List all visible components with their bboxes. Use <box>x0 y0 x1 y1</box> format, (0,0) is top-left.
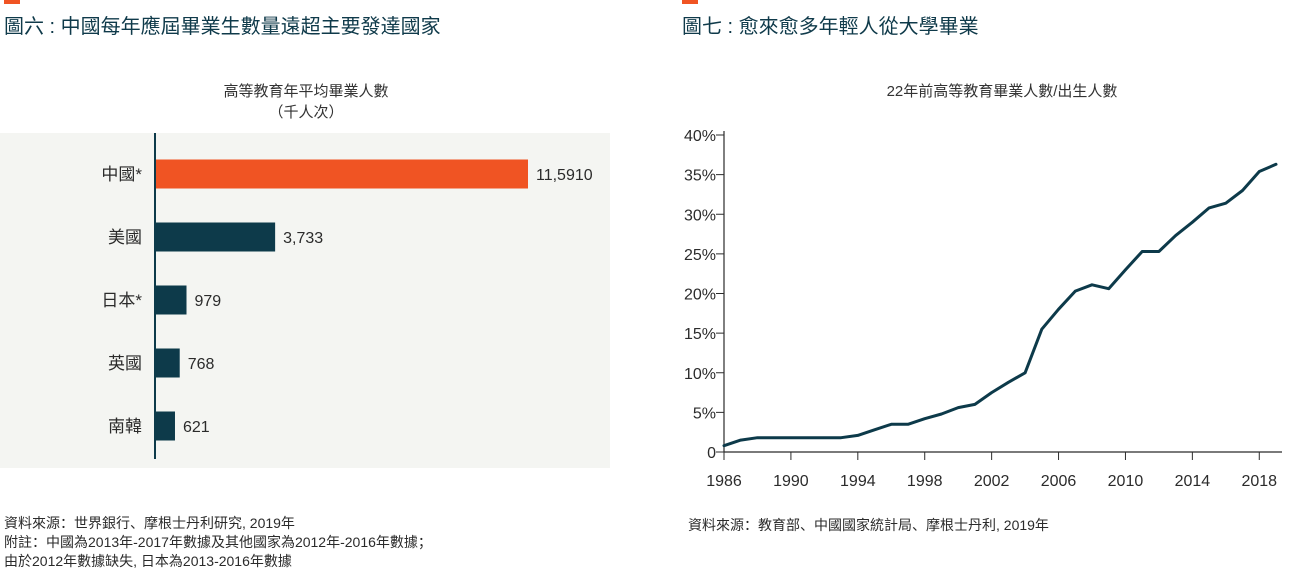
category-label-3: 英國 <box>108 354 142 373</box>
data-point-29 <box>1207 206 1211 210</box>
right-figure-title: 圖七 : 愈來愈多年輕人從大學畢業 <box>682 16 979 38</box>
data-point-14 <box>956 406 960 409</box>
data-point-0 <box>722 444 726 447</box>
data-point-3 <box>772 436 776 439</box>
data-point-13 <box>940 412 943 416</box>
x-tick-label-3: 1998 <box>907 473 943 490</box>
bar-0 <box>155 159 528 189</box>
data-point-9 <box>873 428 876 432</box>
y-tick-label-7: 35% <box>684 168 716 185</box>
y-tick-label-3: 15% <box>684 326 716 343</box>
left-figure-title: 圖六 : 中國每年應屆畢業生數量遠超主要發達國家 <box>4 16 441 38</box>
line-chart: 0 5% 10% 15% 20% 25% 30% 35% 40% 1986 1990 1994 1998… <box>684 128 1282 490</box>
value-label-2: 979 <box>195 293 222 310</box>
data-point-15 <box>973 403 977 406</box>
x-tick-label-2: 1994 <box>840 473 876 490</box>
x-tick-label-5: 2006 <box>1041 473 1077 490</box>
bar-chart: 中國* 11,5910 美國 3,733 日本* 979 英國 768 南韓 621 <box>0 133 610 468</box>
category-label-1: 美國 <box>108 228 142 247</box>
x-tick-label-0: 1986 <box>706 473 742 490</box>
y-tick-label-4: 20% <box>684 287 716 304</box>
data-point-25 <box>1140 250 1144 253</box>
data-point-19 <box>1040 327 1044 331</box>
x-tick-label-1: 1990 <box>773 473 809 490</box>
data-point-8 <box>856 434 860 437</box>
data-point-31 <box>1241 189 1244 192</box>
left-source-line-3: 由於2012年數據缺失, 日本為2013-2016年數據 <box>4 553 292 569</box>
category-label-4: 南韓 <box>108 417 142 436</box>
bar-panel-background <box>0 133 610 468</box>
right-source-line-1: 資料來源：教育部、中國國家統計局、摩根士丹利, 2019年 <box>688 517 1049 533</box>
y-tick-label-6: 30% <box>684 207 716 224</box>
left-title-accent <box>4 0 20 4</box>
data-point-23 <box>1107 287 1110 290</box>
bar-1 <box>155 222 276 252</box>
left-source-note: 資料來源：世界銀行、摩根士丹利研究, 2019年 附註：中國為2013年-201… <box>4 514 432 571</box>
data-point-4 <box>789 436 793 439</box>
left-chart-title-line1: 高等教育年平均畢業人數 <box>223 83 389 100</box>
data-point-26 <box>1157 250 1161 253</box>
x-tick-label-4: 2002 <box>974 473 1010 490</box>
left-chart-title-line2: （千人次） <box>268 104 344 121</box>
right-chart-title: 22年前高等教育畢業人數/出生人數 <box>886 83 1118 100</box>
left-source-line-1: 資料來源：世界銀行、摩根士丹利研究, 2019年 <box>4 515 295 531</box>
series-line <box>722 162 1278 448</box>
value-label-1: 3,733 <box>283 230 323 247</box>
value-label-3: 768 <box>188 356 215 373</box>
data-point-32 <box>1258 170 1261 173</box>
data-point-17 <box>1007 381 1010 384</box>
y-tick-label-5: 25% <box>684 247 716 264</box>
data-point-27 <box>1174 234 1177 237</box>
bar-3 <box>155 348 180 378</box>
bar-4 <box>155 411 175 441</box>
data-point-5 <box>806 436 809 439</box>
data-point-16 <box>990 391 993 394</box>
data-point-33 <box>1274 163 1278 166</box>
data-point-22 <box>1090 283 1094 286</box>
data-point-7 <box>839 436 843 439</box>
data-point-28 <box>1191 220 1194 224</box>
y-tick-label-0: 0 <box>707 445 716 462</box>
category-label-2: 日本* <box>101 291 142 310</box>
data-point-2 <box>756 436 759 439</box>
data-point-30 <box>1224 201 1228 205</box>
x-tick-label-6: 2010 <box>1108 473 1144 490</box>
value-label-4: 621 <box>183 419 210 436</box>
data-point-1 <box>739 438 742 442</box>
y-tick-label-1: 5% <box>693 405 716 422</box>
data-point-20 <box>1057 308 1060 311</box>
data-point-11 <box>906 423 910 426</box>
right-title-accent <box>682 0 698 4</box>
data-point-6 <box>823 436 826 439</box>
y-tick-label-8: 40% <box>684 128 716 145</box>
x-tick-label-8: 2018 <box>1241 473 1277 490</box>
y-tick-label-2: 10% <box>684 366 716 383</box>
data-point-18 <box>1023 371 1027 374</box>
data-point-24 <box>1124 268 1127 271</box>
x-tick-label-7: 2014 <box>1175 473 1211 490</box>
category-label-0: 中國* <box>101 165 142 184</box>
data-point-21 <box>1074 289 1077 293</box>
data-point-10 <box>890 423 893 426</box>
bar-2 <box>155 285 187 315</box>
value-label-0: 11,5910 <box>536 167 593 184</box>
data-point-12 <box>923 417 926 420</box>
right-source-note: 資料來源：教育部、中國國家統計局、摩根士丹利, 2019年 <box>688 516 1049 535</box>
left-source-line-2: 附註：中國為2013年-2017年數據及其他國家為2012年-2016年數據； <box>4 534 432 550</box>
